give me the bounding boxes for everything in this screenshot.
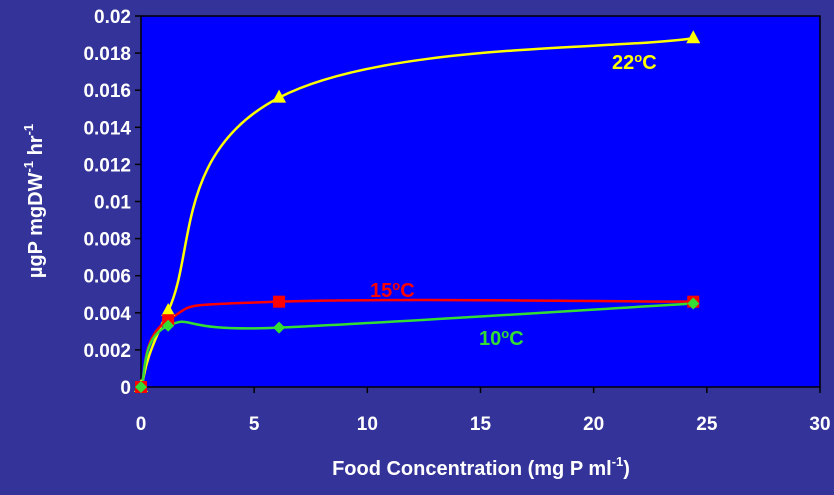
data-point-marker <box>687 297 700 310</box>
data-point-marker <box>162 319 175 332</box>
x-tick-label: 25 <box>696 414 718 435</box>
series-label-10c: 10oC <box>479 326 524 350</box>
y-tick-label: 0.014 <box>83 118 131 139</box>
y-tick-label: 0.012 <box>83 155 131 176</box>
y-tick-label: 0.02 <box>94 7 131 28</box>
data-point-marker <box>273 295 286 308</box>
x-tick-label: 5 <box>249 414 260 435</box>
x-axis-ticks: 0 5 10 15 20 25 30 <box>136 387 831 435</box>
data-point-marker <box>135 381 147 393</box>
x-axis-title: Food Concentration (mg P ml-1) <box>332 454 630 480</box>
data-point-marker <box>161 302 176 316</box>
series-line-2 <box>139 302 694 388</box>
data-point-marker <box>686 30 701 44</box>
x-tick-label: 10 <box>357 414 378 435</box>
y-tick-label: 0.01 <box>94 193 131 214</box>
plot-area <box>140 15 821 388</box>
y-tick-label: 0.006 <box>83 267 131 288</box>
x-tick-label: 0 <box>136 414 147 435</box>
y-axis-title: µgP mgDW-1 hr-1 <box>21 124 47 278</box>
data-point-marker <box>273 321 286 334</box>
series-line-0 <box>139 37 694 388</box>
data-point-marker <box>272 89 287 103</box>
y-tick-label: 0 <box>120 378 131 399</box>
series-label-15c: 15oC <box>370 278 415 302</box>
y-tick-label: 0.002 <box>83 341 131 362</box>
y-tick-label: 0.016 <box>83 81 131 102</box>
series-markers <box>134 30 701 393</box>
x-tick-label: 20 <box>583 414 604 435</box>
y-tick-label: 0.018 <box>83 44 131 65</box>
series-lines <box>139 37 694 388</box>
y-tick-label: 0.004 <box>83 304 131 325</box>
x-tick-label: 15 <box>470 414 492 435</box>
y-tick-label: 0.008 <box>83 230 131 251</box>
series-label-22c: 22oC <box>612 50 657 74</box>
y-axis-ticks: 0 0.002 0.004 0.006 0.008 0.01 0.012 0.014 0.016… <box>83 7 141 399</box>
x-tick-label: 30 <box>809 414 830 435</box>
